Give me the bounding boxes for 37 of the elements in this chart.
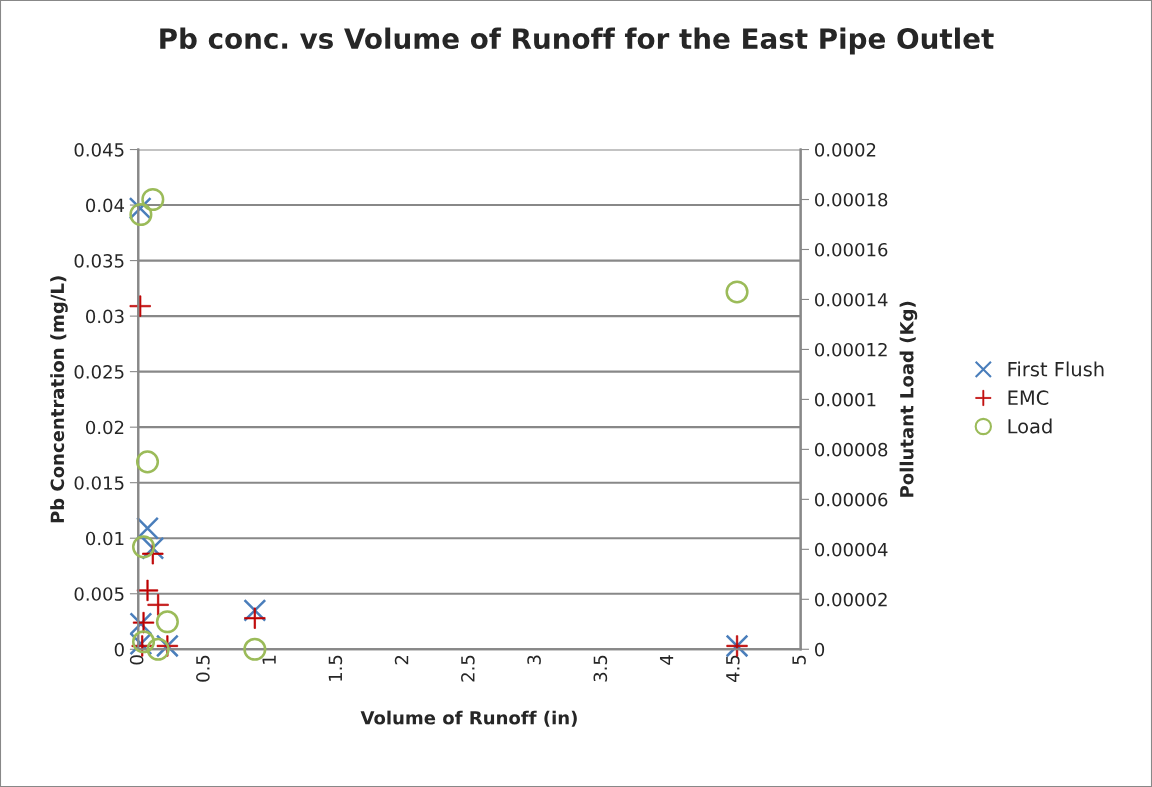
y-tick-label: 0.025 [74, 365, 124, 379]
y2-tick-label: 0.00002 [815, 592, 887, 607]
x-tick-label: 2 [394, 655, 409, 665]
legend-label: First Flush [1008, 361, 1104, 377]
y2-tick-label: 0.00004 [815, 542, 888, 557]
y2-tick-label: 0.0001 [815, 392, 876, 407]
y-tick-label: 0.02 [86, 420, 124, 435]
y-tick-label: 0.045 [74, 142, 124, 157]
y2-tick-label: 0.00012 [815, 342, 887, 357]
y2-tick-label: 0.00018 [815, 192, 888, 207]
y-tick-label: 0.015 [74, 476, 124, 490]
y2-tick-label: 0.00008 [815, 442, 888, 457]
legend-label: Load [1008, 418, 1052, 434]
x-tick-label: 5 [792, 655, 806, 665]
x-tick-label: 3 [527, 655, 541, 665]
y-tick-label: 0.04 [86, 198, 125, 213]
y-axis-title: Pb Concentration (mg/L) [50, 276, 68, 523]
x-tick-label: 0.5 [196, 655, 210, 682]
y-tick-label: 0.03 [86, 309, 124, 324]
y2-tick-label: 0.00006 [815, 492, 888, 507]
x-axis-title: Volume of Runoff (in) [360, 710, 577, 727]
y2-tick-label: 0.00016 [815, 242, 888, 257]
x-tick-label: 4 [659, 655, 674, 665]
x-tick-label: 2.5 [461, 655, 475, 682]
y2-tick-label: 0.0002 [815, 142, 876, 157]
x-tick-label: 1.5 [328, 655, 343, 681]
y-tick-label: 0.01 [86, 531, 124, 546]
y-tick-label: 0.005 [74, 587, 124, 601]
y-tick-label: 0.035 [74, 254, 124, 268]
x-tick-label: 4.5 [726, 655, 740, 682]
y2-tick-label: 0.00014 [815, 292, 888, 307]
x-tick-label: 3.5 [593, 655, 608, 682]
chart-title: Pb conc. vs Volume of Runoff for the East Pipe Outlet [160, 27, 994, 55]
x-tick-label: 1 [262, 655, 276, 664]
x-tick-label: 0 [129, 655, 144, 665]
legend-label: EMC [1008, 390, 1049, 406]
y2-axis-title: Pollutant Load (Kg) [899, 301, 918, 497]
